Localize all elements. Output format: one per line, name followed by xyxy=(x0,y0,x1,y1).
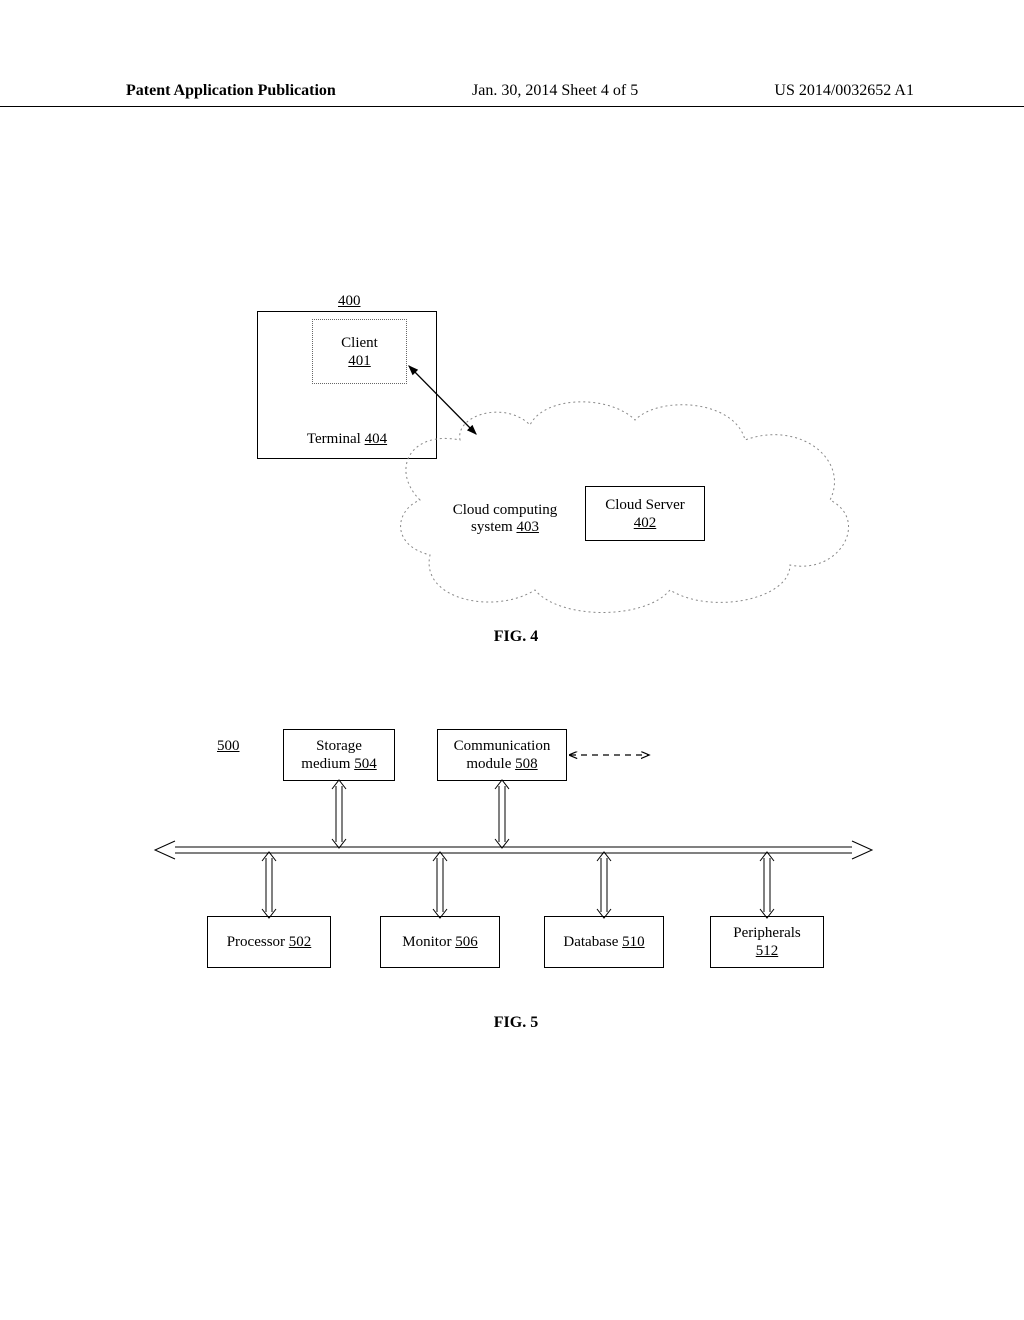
cloud-server-ref: 402 xyxy=(634,514,657,532)
client-ref: 401 xyxy=(348,352,371,370)
cloud-label: Cloud computingsystem 403 xyxy=(435,502,575,536)
database-label: Database 510 xyxy=(563,933,644,951)
processor-label: Processor 502 xyxy=(227,933,312,951)
database-box: Database 510 xyxy=(544,916,664,968)
cloud-server-box: Cloud Server 402 xyxy=(585,486,705,541)
comm-label: Communicationmodule 508 xyxy=(454,737,551,773)
fig5-svg xyxy=(0,0,1024,1100)
comm-box: Communicationmodule 508 xyxy=(437,729,567,781)
header-center: Jan. 30, 2014 Sheet 4 of 5 xyxy=(472,82,638,100)
fig5-system-ref: 500 xyxy=(217,738,240,755)
header-left: Patent Application Publication xyxy=(126,82,336,100)
processor-box: Processor 502 xyxy=(207,916,331,968)
monitor-box: Monitor 506 xyxy=(380,916,500,968)
client-box: Client 401 xyxy=(312,319,407,384)
storage-box: Storagemedium 504 xyxy=(283,729,395,781)
page-header: Patent Application Publication Jan. 30, … xyxy=(0,82,1024,107)
terminal-label: Terminal 404 xyxy=(307,430,387,448)
fig5-caption: FIG. 5 xyxy=(476,1014,556,1032)
cloud-server-label: Cloud Server xyxy=(605,496,685,514)
fig4-system-ref: 400 xyxy=(338,293,361,310)
fig4-caption: FIG. 4 xyxy=(476,628,556,646)
header-right: US 2014/0032652 A1 xyxy=(774,82,914,100)
storage-label: Storagemedium 504 xyxy=(301,737,376,773)
client-label: Client xyxy=(341,334,378,352)
peripherals-label: Peripherals512 xyxy=(733,924,800,960)
peripherals-box: Peripherals512 xyxy=(710,916,824,968)
monitor-label: Monitor 506 xyxy=(402,933,477,951)
